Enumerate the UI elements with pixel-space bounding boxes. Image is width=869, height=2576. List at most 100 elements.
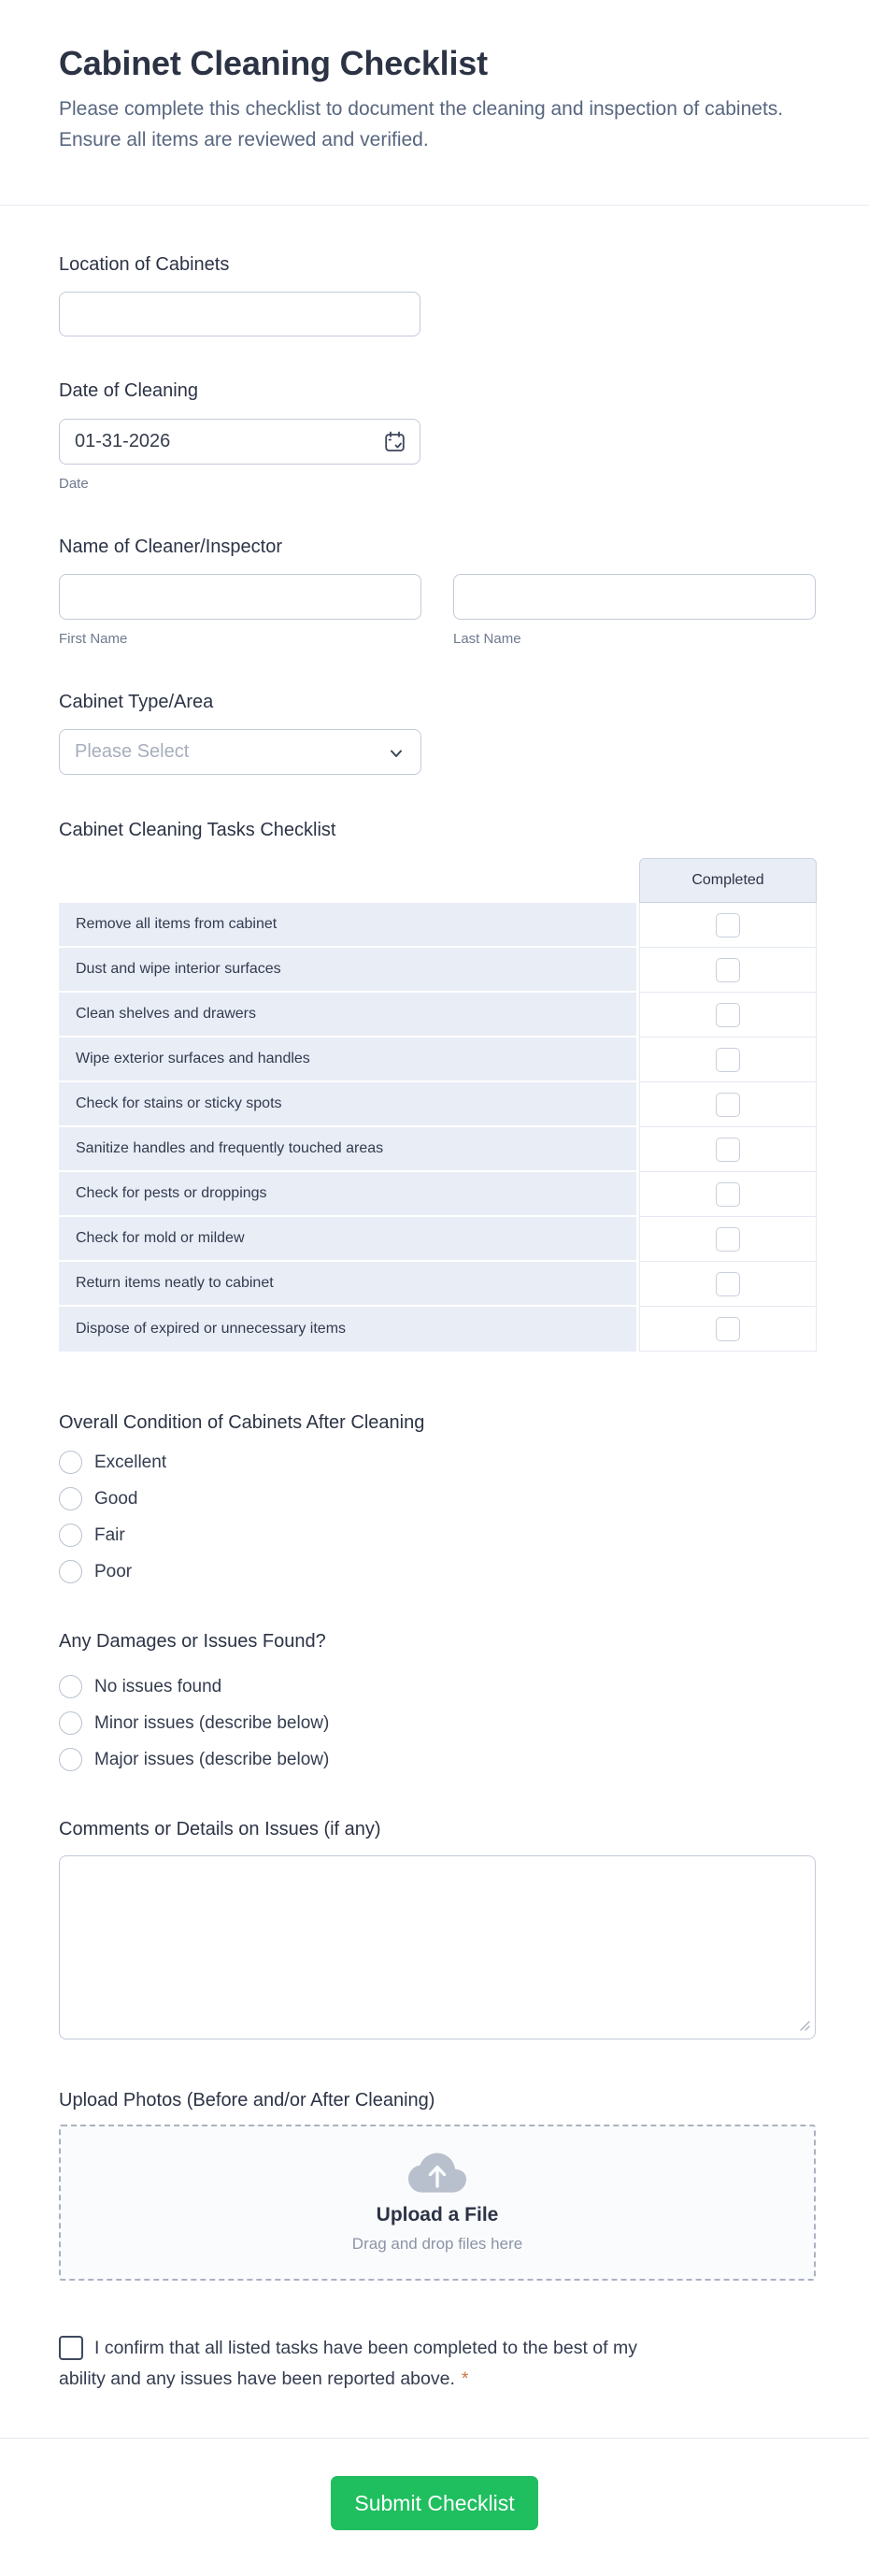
- radio-icon[interactable]: [59, 1451, 82, 1474]
- damages-option-label: Minor issues (describe below): [94, 1712, 330, 1733]
- condition-option[interactable]: Excellent: [59, 1444, 816, 1481]
- task-check-column: Completed: [639, 858, 817, 1352]
- cabinet-type-select[interactable]: Please Select: [59, 729, 421, 775]
- tasks-column-header: Completed: [639, 858, 817, 903]
- task-row-label: Return items neatly to cabinet: [59, 1262, 636, 1307]
- confirm-text: I confirm that all listed tasks have bee…: [59, 2338, 637, 2389]
- task-check-cell: [639, 1217, 817, 1262]
- condition-option-label: Poor: [94, 1561, 133, 1581]
- damages-option-label: Major issues (describe below): [94, 1749, 330, 1769]
- upload-dropzone[interactable]: Upload a File Drag and drop files here: [59, 2125, 816, 2281]
- condition-option[interactable]: Good: [59, 1481, 816, 1517]
- damages-options: No issues found Minor issues (describe be…: [59, 1668, 816, 1778]
- footer-divider: [0, 2438, 869, 2439]
- condition-label: Overall Condition of Cabinets After Clea…: [59, 1412, 425, 1433]
- date-sublabel: Date: [59, 476, 89, 492]
- form-footer: Submit Checklist: [0, 2439, 869, 2576]
- field-upload: Upload Photos (Before and/or After Clean…: [59, 2088, 816, 2281]
- damages-option-label: No issues found: [94, 1676, 222, 1696]
- task-checkbox[interactable]: [716, 1226, 740, 1252]
- confirm-checkbox[interactable]: [59, 2336, 83, 2360]
- task-check-cell: [639, 948, 817, 993]
- date-input-wrap: [59, 419, 420, 465]
- radio-icon[interactable]: [59, 1711, 82, 1735]
- field-confirm: I confirm that all listed tasks have bee…: [59, 2333, 719, 2395]
- submit-button[interactable]: Submit Checklist: [331, 2476, 538, 2530]
- task-checkbox[interactable]: [716, 1092, 740, 1117]
- task-checkbox[interactable]: [716, 1316, 740, 1341]
- task-checkbox[interactable]: [716, 1181, 740, 1207]
- chevron-down-icon: [391, 750, 402, 757]
- task-row-label: Check for mold or mildew: [59, 1217, 636, 1262]
- task-checkbox[interactable]: [716, 957, 740, 982]
- upload-hint: Drag and drop files here: [351, 2235, 523, 2253]
- first-name-input[interactable]: [59, 574, 421, 620]
- radio-icon[interactable]: [59, 1675, 82, 1698]
- radio-icon[interactable]: [59, 1748, 82, 1771]
- condition-option-label: Fair: [94, 1524, 125, 1545]
- task-row-label: Wipe exterior surfaces and handles: [59, 1038, 636, 1082]
- task-checkbox[interactable]: [716, 1137, 740, 1162]
- cabinet-type-placeholder: Please Select: [75, 741, 190, 762]
- first-name-sublabel: First Name: [59, 631, 128, 647]
- task-check-cell: [639, 1082, 817, 1127]
- location-label: Location of Cabinets: [59, 254, 230, 275]
- field-condition: Overall Condition of Cabinets After Clea…: [59, 1410, 816, 1590]
- damages-option[interactable]: No issues found: [59, 1668, 816, 1705]
- form-title: Cabinet Cleaning Checklist: [59, 44, 488, 82]
- location-input[interactable]: [59, 292, 420, 336]
- task-check-cell: [639, 1172, 817, 1217]
- field-location: Location of Cabinets: [59, 252, 816, 336]
- condition-option-label: Excellent: [94, 1452, 167, 1472]
- name-row: First Name Last Name: [59, 574, 816, 648]
- task-checkbox[interactable]: [716, 1002, 740, 1027]
- damages-label: Any Damages or Issues Found?: [59, 1631, 326, 1652]
- comments-label: Comments or Details on Issues (if any): [59, 1819, 381, 1839]
- condition-options: Excellent Good Fair Poor: [59, 1444, 816, 1590]
- task-row-label: Clean shelves and drawers: [59, 993, 636, 1038]
- calendar-icon[interactable]: [383, 430, 406, 453]
- required-asterisk: *: [461, 2368, 469, 2389]
- name-label: Name of Cleaner/Inspector: [59, 537, 283, 557]
- last-name-sublabel: Last Name: [453, 631, 521, 647]
- task-check-cell: [639, 1038, 817, 1082]
- comments-wrap: [59, 1855, 816, 2039]
- task-check-cell: [639, 1262, 817, 1307]
- task-row-label: Remove all items from cabinet: [59, 903, 636, 948]
- task-check-cell: [639, 1127, 817, 1172]
- condition-option-label: Good: [94, 1488, 138, 1509]
- comments-textarea[interactable]: [59, 1855, 816, 2039]
- cabinet-type-label: Cabinet Type/Area: [59, 692, 214, 712]
- damages-option[interactable]: Minor issues (describe below): [59, 1705, 816, 1741]
- form-body: Location of Cabinets Date of Cleaning Da…: [0, 252, 869, 2395]
- field-tasks: Cabinet Cleaning Tasks Checklist Remove …: [59, 818, 817, 1352]
- last-name-input[interactable]: [453, 574, 816, 620]
- task-check-cell: [639, 903, 817, 948]
- form-header: Cabinet Cleaning Checklist Please comple…: [0, 0, 869, 206]
- task-checkbox[interactable]: [716, 1047, 740, 1072]
- tasks-table: Remove all items from cabinet Dust and wi…: [59, 858, 817, 1352]
- task-checkbox[interactable]: [716, 912, 740, 937]
- task-row-label: Dispose of expired or unnecessary items: [59, 1307, 636, 1352]
- last-name-col: Last Name: [453, 574, 816, 648]
- task-check-cells: [639, 903, 817, 1352]
- task-label-column: Remove all items from cabinet Dust and wi…: [59, 903, 636, 1352]
- date-label: Date of Cleaning: [59, 380, 198, 401]
- date-input[interactable]: [59, 419, 420, 465]
- radio-icon[interactable]: [59, 1524, 82, 1547]
- field-damages: Any Damages or Issues Found? No issues f…: [59, 1629, 816, 1778]
- tasks-label: Cabinet Cleaning Tasks Checklist: [59, 820, 336, 840]
- radio-icon[interactable]: [59, 1560, 82, 1583]
- damages-option[interactable]: Major issues (describe below): [59, 1741, 816, 1778]
- radio-icon[interactable]: [59, 1487, 82, 1510]
- first-name-col: First Name: [59, 574, 421, 648]
- task-row-label: Check for stains or sticky spots: [59, 1082, 636, 1127]
- field-cabinet-type: Cabinet Type/Area Please Select: [59, 690, 816, 775]
- condition-option[interactable]: Fair: [59, 1517, 816, 1553]
- task-checkbox[interactable]: [716, 1271, 740, 1296]
- task-row-label: Sanitize handles and frequently touched …: [59, 1127, 636, 1172]
- condition-option[interactable]: Poor: [59, 1553, 816, 1590]
- task-check-cell: [639, 993, 817, 1038]
- task-row-label: Check for pests or droppings: [59, 1172, 636, 1217]
